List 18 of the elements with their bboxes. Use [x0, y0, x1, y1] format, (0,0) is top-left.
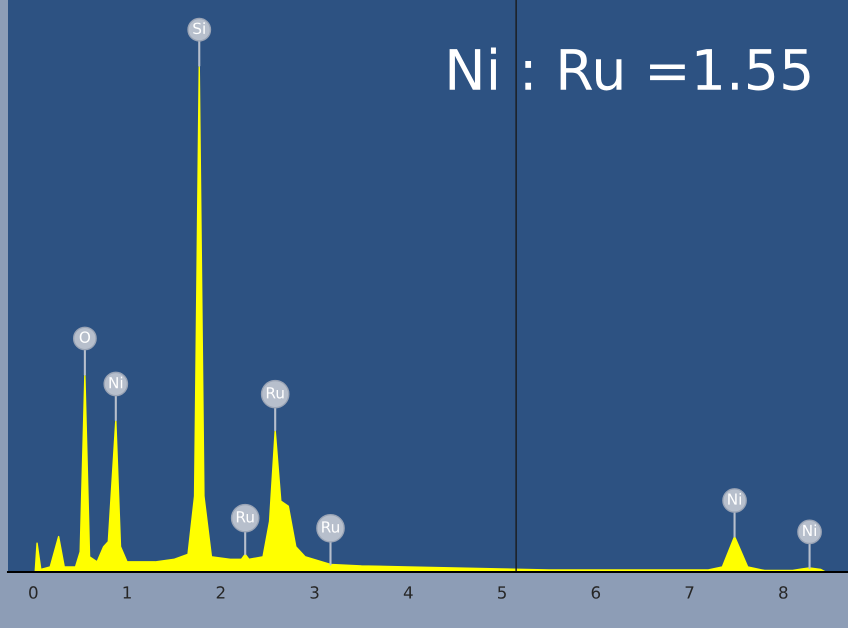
annotation: Ni — [803, 524, 816, 536]
annotation: Ru — [266, 387, 284, 399]
x-tick-label: 4 — [404, 586, 413, 599]
annotation: Ru — [322, 521, 339, 533]
x-tick-label: 8 — [779, 586, 788, 599]
annotation: Ni : Ru =1.55 — [450, 47, 810, 90]
annotation: Si — [193, 22, 205, 34]
annotation: O — [80, 331, 90, 343]
x-tick-label: 0 — [29, 586, 38, 599]
annotation: Ni — [728, 493, 741, 505]
x-tick-label: 2 — [216, 586, 224, 599]
annotation: Ru — [236, 511, 254, 523]
annotation: Ni — [109, 376, 122, 388]
x-tick-label: 1 — [124, 586, 131, 599]
x-tick-label: 3 — [310, 586, 319, 599]
x-tick-label: 7 — [686, 586, 694, 599]
x-tick-label: 5 — [498, 586, 506, 599]
x-tick-label: 6 — [592, 586, 600, 599]
